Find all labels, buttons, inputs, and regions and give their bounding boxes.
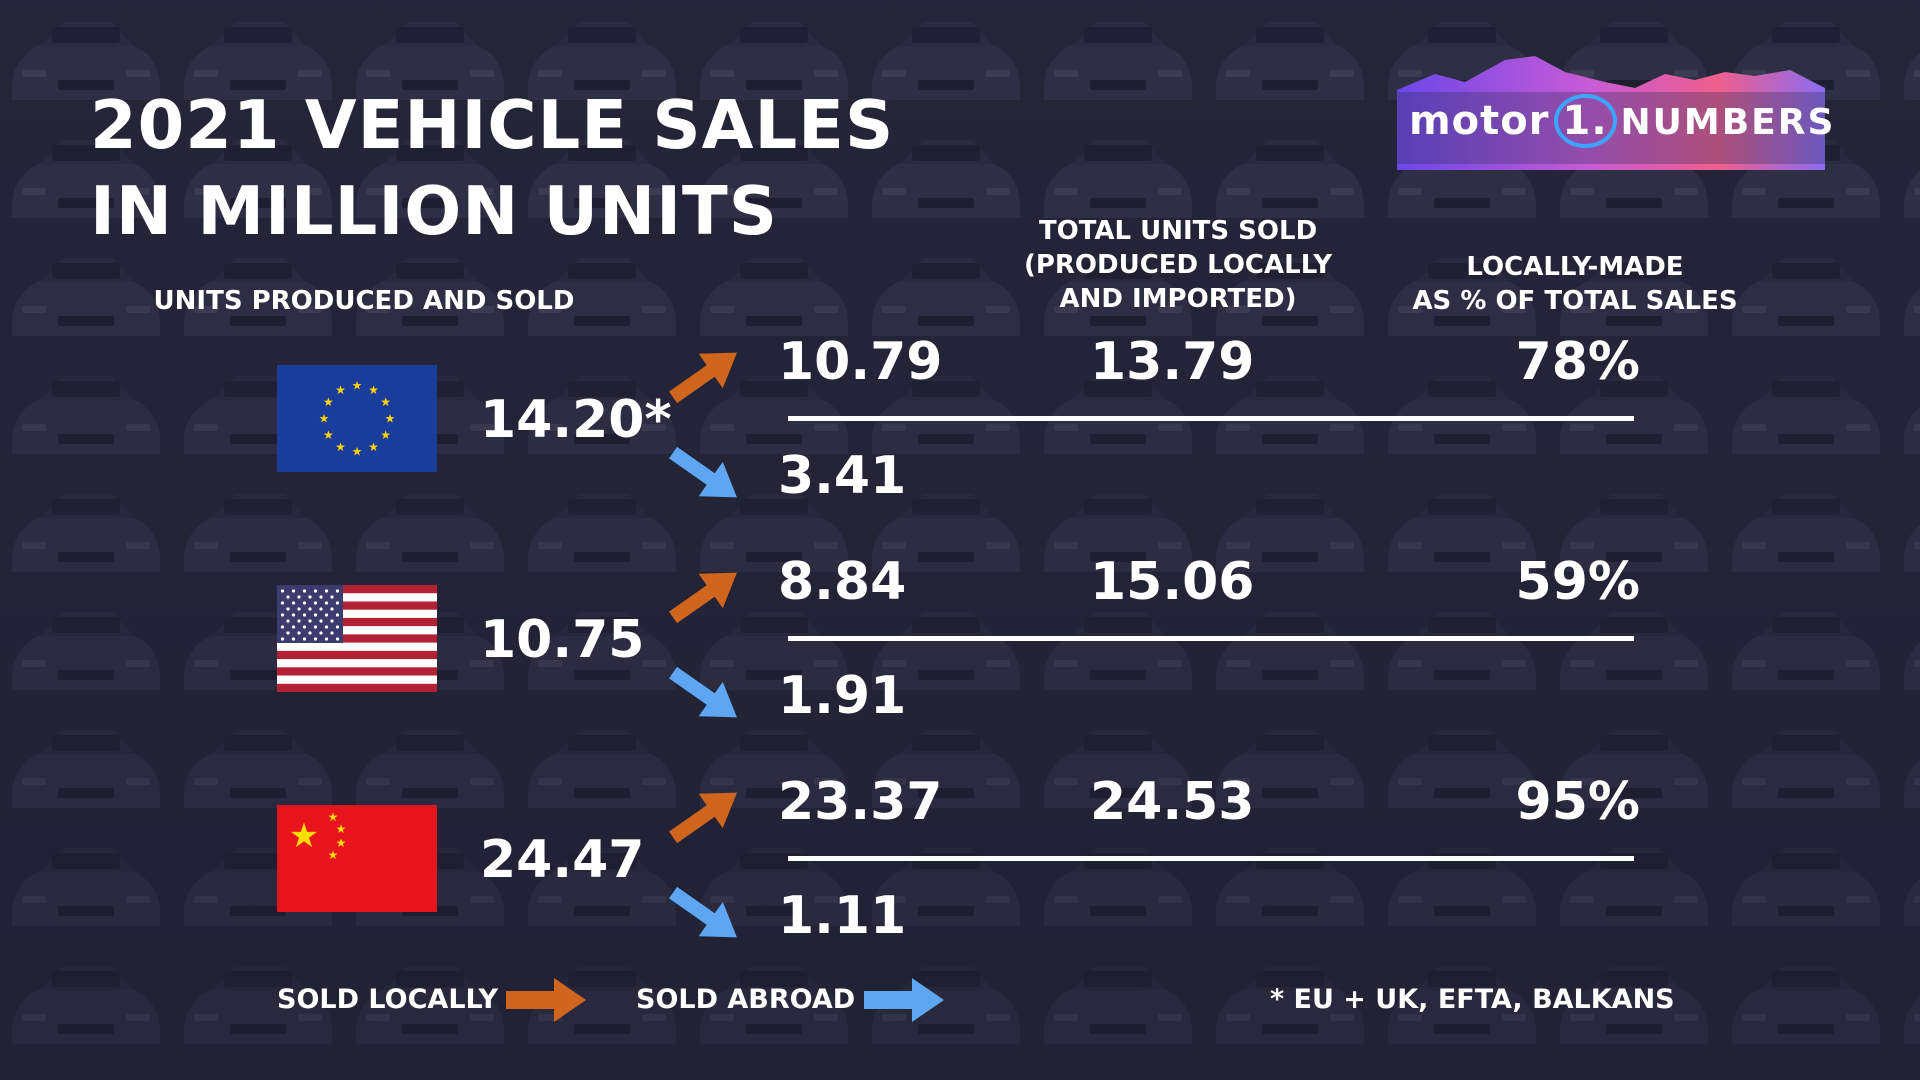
header-pct-line-2: AS % OF TOTAL SALES [1412, 286, 1738, 316]
units-produced-value: 10.75 [480, 610, 645, 670]
sold-locally-arrow-icon [660, 560, 750, 630]
local-percent-value: 95% [1515, 772, 1640, 832]
logo-text-motor: motor [1409, 98, 1550, 144]
svg-text:★: ★ [352, 445, 363, 459]
svg-text:★: ★ [335, 383, 346, 397]
us-flag-icon [277, 585, 437, 693]
svg-text:★: ★ [380, 395, 391, 409]
svg-text:★: ★ [328, 810, 339, 824]
total-units-sold-value: 13.79 [1090, 332, 1255, 392]
title-line-2: IN MILLION UNITS [90, 172, 778, 250]
units-produced-value: 24.47 [480, 830, 645, 890]
sold-locally-arrow-icon [660, 780, 750, 850]
china-flag-icon: ★ ★ ★ ★ ★ [277, 805, 437, 912]
footnote: * EU + UK, EFTA, BALKANS [1270, 984, 1675, 1015]
header-total-units-sold: TOTAL UNITS SOLD (PRODUCED LOCALLY AND I… [1000, 214, 1356, 316]
total-units-sold-value: 24.53 [1090, 772, 1255, 832]
eu-flag-icon: ★ ★ ★ ★ ★ ★ ★ ★ ★ ★ ★ ★ [277, 365, 437, 472]
header-total-line-1: TOTAL UNITS SOLD [1038, 216, 1318, 246]
sold-locally-value: 8.84 [778, 552, 907, 612]
sold-abroad-value: 1.91 [778, 666, 907, 726]
page-title: 2021 VEHICLE SALES IN MILLION UNITS [90, 82, 894, 254]
svg-text:★: ★ [323, 395, 334, 409]
svg-text:★: ★ [319, 412, 330, 426]
row-divider [788, 856, 1634, 861]
sold-abroad-arrow-icon [660, 440, 750, 510]
header-units-produced: UNITS PRODUCED AND SOLD [153, 286, 575, 316]
svg-text:★: ★ [336, 836, 347, 850]
sold-locally-value: 23.37 [778, 772, 943, 832]
svg-text:★: ★ [289, 816, 319, 856]
svg-text:★: ★ [368, 440, 379, 454]
sold-locally-value: 10.79 [778, 332, 943, 392]
svg-text:★: ★ [385, 412, 396, 426]
local-percent-value: 59% [1515, 552, 1640, 612]
row-divider [788, 416, 1634, 421]
sold-abroad-arrow-icon [660, 880, 750, 950]
svg-text:★: ★ [328, 848, 339, 862]
header-total-line-3: AND IMPORTED) [1059, 284, 1297, 314]
units-produced-value: 14.20* [480, 390, 672, 450]
header-total-line-2: (PRODUCED LOCALLY [1023, 250, 1333, 280]
logo-text-numbers: NUMBERS [1620, 102, 1836, 143]
sold-locally-arrow-icon [660, 340, 750, 410]
title-line-1: 2021 VEHICLE SALES [90, 86, 895, 164]
header-pct-line-1: LOCALLY-MADE [1466, 252, 1684, 282]
row-divider [788, 636, 1634, 641]
svg-text:★: ★ [380, 428, 391, 442]
svg-text:★: ★ [368, 383, 379, 397]
motor1-numbers-logo: motor 1. NUMBERS [1395, 52, 1833, 170]
logo-text-one: 1. [1553, 94, 1617, 148]
sold-abroad-arrow-icon [660, 660, 750, 730]
local-percent-value: 78% [1515, 332, 1640, 392]
legend-sold-locally-label: SOLD LOCALLY [277, 984, 499, 1015]
svg-text:★: ★ [335, 440, 346, 454]
sold-abroad-value: 3.41 [778, 446, 907, 506]
svg-text:★: ★ [323, 428, 334, 442]
total-units-sold-value: 15.06 [1090, 552, 1255, 612]
svg-text:★: ★ [352, 379, 363, 393]
legend-sold-locally-arrow-icon [506, 978, 586, 1022]
header-local-percent: LOCALLY-MADE AS % OF TOTAL SALES [1400, 250, 1750, 318]
svg-text:★: ★ [336, 822, 347, 836]
sold-abroad-value: 1.11 [778, 886, 907, 946]
legend-sold-abroad-label: SOLD ABROAD [636, 984, 856, 1015]
logo-mountain-graphic [1397, 56, 1825, 170]
legend-sold-abroad-arrow-icon [864, 978, 944, 1022]
